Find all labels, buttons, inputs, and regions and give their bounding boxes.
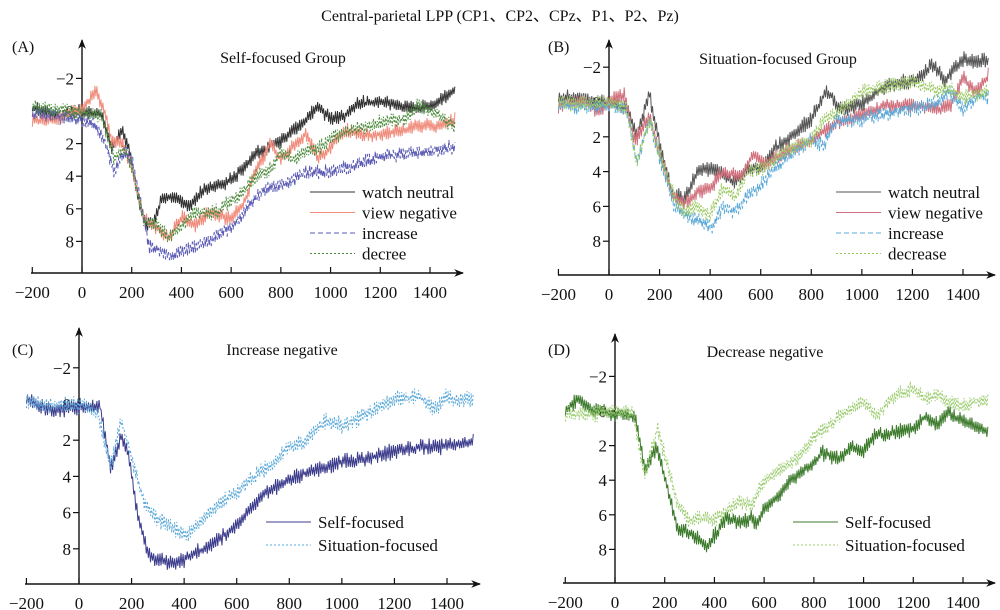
x-tick-label: 800 — [799, 285, 825, 304]
y-tick-label: −2 — [56, 69, 74, 88]
legend-label: view negative — [888, 204, 983, 223]
legend-label: view negative — [362, 204, 457, 223]
x-tick-label: 0 — [78, 283, 87, 302]
series-line-watch-neutral — [31, 86, 456, 231]
y-tick-label: 6 — [599, 506, 608, 525]
panel-title: Self-focused Group — [220, 50, 346, 67]
panel-letter: (D) — [548, 342, 570, 359]
x-tick-label: 1200 — [363, 283, 397, 302]
y-tick-label: 2 — [63, 431, 72, 450]
legend-label: increase — [362, 224, 418, 243]
panel-a: −200 0 200 400 600 800 1000 1200 1400−202468(A)S… — [12, 39, 464, 302]
legend-label: Situation-focused — [845, 536, 965, 555]
x-tick-label: 200 — [119, 594, 145, 610]
x-tick-label: 800 — [277, 594, 303, 610]
x-tick-label: 600 — [751, 593, 777, 610]
series-line-decrease — [557, 74, 989, 221]
legend-label: Self-focused — [318, 513, 404, 532]
legend: Self-focused Situation-focused — [793, 513, 965, 555]
x-tick-label: 1400 — [413, 283, 447, 302]
legend: Self-focused Situation-focused — [266, 513, 438, 555]
figure-title: Central-parietal LPP (CP1、CP2、CPz、P1、P2、… — [321, 8, 679, 25]
y-tick-label: 6 — [66, 200, 75, 219]
legend-label: watch neutral — [888, 183, 980, 202]
y-tick-label: 6 — [593, 197, 602, 216]
x-tick-label: −200 — [9, 594, 44, 610]
x-tick-label: 1400 — [946, 285, 980, 304]
y-tick-label: 4 — [63, 467, 72, 486]
x-tick-label: −200 — [541, 285, 576, 304]
x-tick-label: 1200 — [895, 285, 929, 304]
y-tick-label: 4 — [599, 471, 608, 490]
panel-b: −200 0 200 400 600 800 1000 1200 1400−202468(B)S… — [541, 39, 996, 304]
x-tick-label: 1000 — [847, 593, 881, 610]
panel-letter: (B) — [548, 39, 569, 56]
panel-title: Increase negative — [226, 342, 337, 359]
y-tick-label: −2 — [589, 367, 607, 386]
x-tick-label: 400 — [702, 593, 728, 610]
y-tick-label: 8 — [599, 540, 608, 559]
panel-title: Decrease negative — [707, 344, 824, 361]
y-tick-label: 2 — [66, 135, 75, 154]
y-tick-label: 8 — [66, 232, 75, 251]
x-tick-label: −200 — [548, 593, 583, 610]
legend-label: watch neutral — [362, 183, 454, 202]
x-tick-label: 1000 — [325, 594, 359, 610]
x-tick-label: 1400 — [946, 593, 980, 610]
y-tick-label: 2 — [599, 437, 608, 456]
series-line-watch-neutral — [557, 51, 989, 205]
x-tick-label: 600 — [748, 285, 774, 304]
series-line-increase — [31, 106, 456, 261]
legend-label: Self-focused — [845, 513, 931, 532]
series-line-self-focused — [564, 394, 989, 553]
x-tick-label: 600 — [218, 283, 244, 302]
legend-label: Situation-focused — [318, 536, 438, 555]
y-tick-label: 4 — [593, 163, 602, 182]
x-tick-label: 1000 — [845, 285, 879, 304]
series-line-decree — [31, 98, 456, 243]
y-tick-label: −2 — [53, 359, 71, 378]
x-tick-label: 200 — [652, 593, 678, 610]
x-tick-label: 200 — [647, 285, 673, 304]
x-tick-label: 800 — [268, 283, 294, 302]
y-tick-label: 2 — [593, 128, 602, 147]
series-line-situation-focused — [25, 388, 474, 542]
x-tick-label: 0 — [75, 594, 84, 610]
x-tick-label: 400 — [697, 285, 723, 304]
x-tick-label: −200 — [15, 283, 50, 302]
y-tick-label: 4 — [66, 167, 75, 186]
x-tick-label: 600 — [224, 594, 250, 610]
legend-label: increase — [888, 224, 944, 243]
panel-letter: (C) — [12, 342, 33, 359]
y-tick-label: −2 — [583, 58, 601, 77]
x-tick-label: 1200 — [896, 593, 930, 610]
y-tick-label: 8 — [593, 232, 602, 251]
series-line-situation-focused — [564, 381, 989, 528]
x-tick-label: 1200 — [377, 594, 411, 610]
x-tick-label: 400 — [169, 283, 195, 302]
legend-label: decrease — [888, 245, 947, 264]
x-tick-label: 0 — [611, 593, 620, 610]
x-tick-label: 200 — [119, 283, 145, 302]
panel-title: Situation-focused Group — [699, 51, 857, 68]
y-tick-label: 6 — [63, 504, 72, 523]
series-line-self-focused — [25, 394, 474, 570]
series-line-view-negative — [31, 85, 456, 242]
x-tick-label: 400 — [171, 594, 197, 610]
legend-label: decree — [362, 245, 406, 264]
x-tick-label: 800 — [801, 593, 827, 610]
x-tick-label: 0 — [605, 285, 614, 304]
x-tick-label: 1400 — [430, 594, 464, 610]
panel-letter: (A) — [12, 39, 34, 56]
y-tick-label: 8 — [63, 540, 72, 559]
x-tick-label: 1000 — [314, 283, 348, 302]
